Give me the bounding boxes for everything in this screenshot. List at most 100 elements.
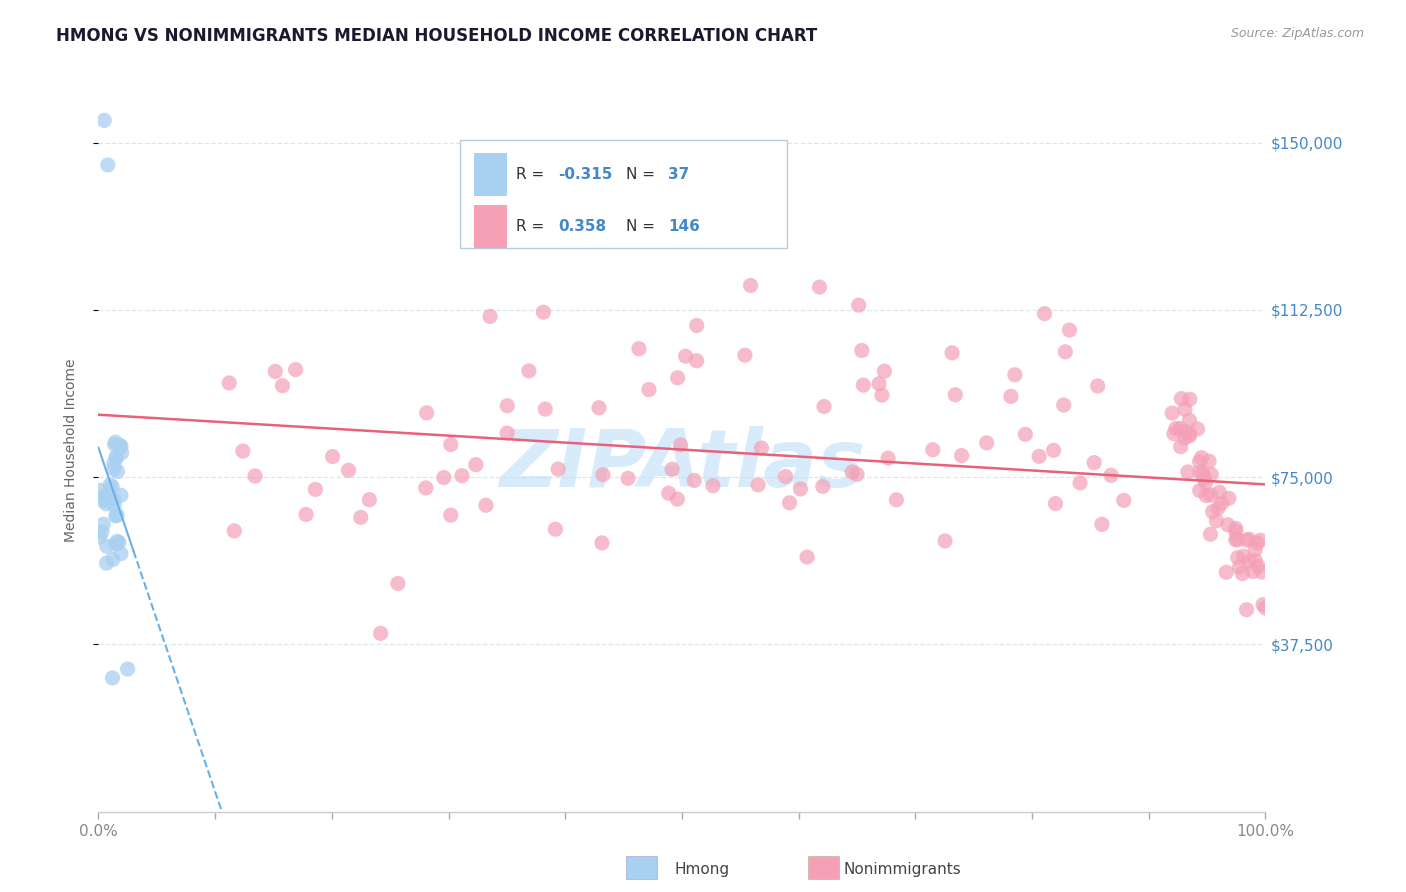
Point: [1208, 485, 1230, 500]
Point: [1198, 454, 1220, 468]
Point: [387, 576, 409, 591]
FancyBboxPatch shape: [460, 140, 787, 248]
Point: [104, 537, 127, 551]
Point: [683, 474, 706, 488]
Point: [1225, 521, 1247, 535]
Point: [103, 457, 125, 471]
Point: [1244, 554, 1267, 568]
Point: [1225, 524, 1247, 538]
Point: [588, 401, 610, 415]
Point: [811, 479, 834, 493]
Point: [104, 508, 127, 523]
Point: [751, 441, 773, 455]
Point: [1174, 431, 1197, 445]
Point: [96, 539, 118, 553]
Point: [96, 497, 118, 511]
Point: [1054, 344, 1077, 359]
Point: [218, 376, 240, 390]
Point: [638, 383, 661, 397]
Point: [531, 305, 554, 319]
Point: [1028, 450, 1050, 464]
Point: [89, 530, 111, 544]
Point: [1188, 454, 1211, 468]
Point: [1237, 554, 1260, 568]
Point: [97, 158, 120, 172]
Point: [775, 469, 797, 483]
Point: [734, 348, 756, 362]
Point: [1004, 368, 1026, 382]
Text: R =: R =: [516, 219, 550, 234]
Point: [1188, 483, 1211, 498]
Point: [1069, 475, 1091, 490]
Point: [104, 435, 127, 450]
Point: [544, 522, 567, 536]
Text: 146: 146: [668, 219, 700, 234]
Point: [451, 468, 474, 483]
Point: [93, 113, 115, 128]
Point: [870, 388, 893, 402]
Point: [98, 478, 121, 492]
Point: [350, 510, 373, 524]
Text: -0.315: -0.315: [558, 167, 613, 182]
Point: [747, 478, 769, 492]
Point: [1187, 422, 1209, 436]
Point: [337, 463, 360, 477]
Point: [1178, 426, 1201, 441]
Point: [789, 482, 811, 496]
Point: [1164, 421, 1187, 435]
Point: [1000, 389, 1022, 403]
Point: [1059, 323, 1081, 337]
Point: [89, 483, 111, 498]
Point: [1178, 429, 1201, 443]
Text: R =: R =: [516, 167, 550, 182]
Point: [547, 462, 569, 476]
Point: [1229, 560, 1251, 574]
Point: [1216, 517, 1239, 532]
Text: N =: N =: [626, 167, 659, 182]
Point: [108, 535, 131, 549]
Point: [496, 426, 519, 441]
Point: [1246, 536, 1268, 550]
Text: N =: N =: [626, 219, 659, 234]
Point: [1199, 467, 1222, 482]
Point: [1178, 392, 1201, 407]
Point: [110, 488, 132, 502]
Point: [686, 318, 709, 333]
Point: [1194, 475, 1216, 490]
Point: [1194, 471, 1216, 485]
Point: [105, 508, 128, 522]
Text: Source: ZipAtlas.com: Source: ZipAtlas.com: [1230, 27, 1364, 40]
Point: [1237, 533, 1260, 547]
Point: [1178, 413, 1201, 427]
Point: [295, 508, 318, 522]
Point: [232, 444, 254, 458]
Point: [1174, 425, 1197, 439]
Point: [934, 533, 956, 548]
Point: [1226, 533, 1249, 547]
Point: [658, 486, 681, 500]
Point: [1112, 493, 1135, 508]
Point: [1177, 465, 1199, 479]
Point: [852, 378, 875, 392]
Point: [110, 440, 132, 454]
Point: [1191, 467, 1213, 481]
Text: HMONG VS NONIMMIGRANTS MEDIAN HOUSEHOLD INCOME CORRELATION CHART: HMONG VS NONIMMIGRANTS MEDIAN HOUSEHOLD …: [56, 27, 817, 45]
Point: [1170, 440, 1192, 454]
Point: [107, 465, 129, 479]
Point: [873, 364, 896, 378]
Point: [1163, 426, 1185, 441]
FancyBboxPatch shape: [474, 153, 508, 196]
Point: [101, 480, 124, 494]
FancyBboxPatch shape: [474, 205, 508, 248]
Point: [877, 451, 900, 466]
Point: [1014, 427, 1036, 442]
Point: [1215, 566, 1237, 580]
Point: [1170, 392, 1192, 406]
Point: [1206, 501, 1229, 516]
Point: [243, 469, 266, 483]
Point: [93, 493, 115, 508]
Point: [1188, 465, 1211, 479]
Point: [1251, 565, 1274, 579]
Point: [1236, 533, 1258, 547]
Point: [1249, 533, 1271, 548]
